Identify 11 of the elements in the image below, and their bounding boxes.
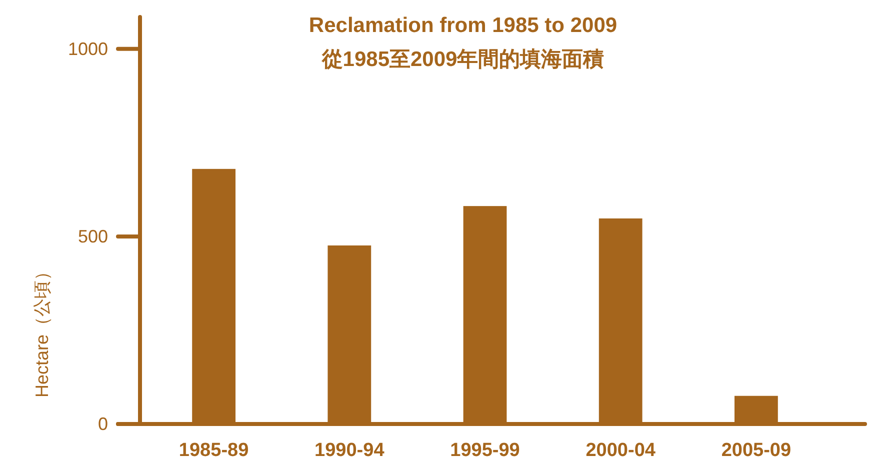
text: 從1985至2009年間的填海面積 — [320, 48, 604, 71]
y-tick-label: 0 — [98, 414, 108, 434]
x-tick-label: 1990-94 — [314, 440, 385, 460]
chart-title: Reclamation from 1985 to 2009 — [308, 14, 618, 37]
y-axis-title: Hectare（公頃） — [32, 262, 52, 398]
y-tick-label: 1000 — [68, 38, 108, 59]
y-tick-label: 500 — [78, 226, 108, 246]
x-tick-label: 1995-99 — [450, 440, 520, 460]
x-tick-label: 2000-04 — [586, 440, 656, 460]
x-tick-label: 2005-09 — [721, 440, 792, 460]
x-tick-label: 1985-89 — [178, 440, 249, 460]
